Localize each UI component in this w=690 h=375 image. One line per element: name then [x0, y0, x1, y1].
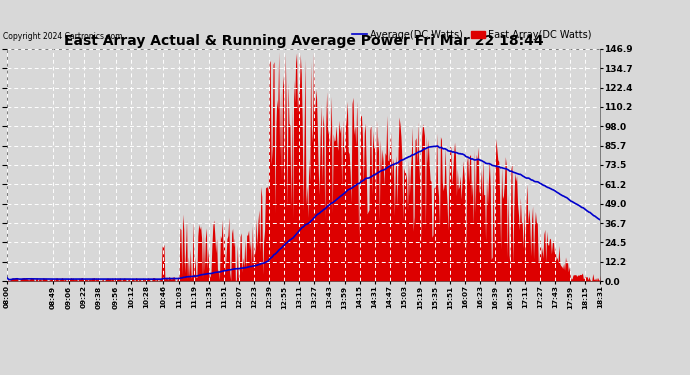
Legend: Average(DC Watts), East Array(DC Watts): Average(DC Watts), East Array(DC Watts) [348, 26, 595, 44]
Text: Copyright 2024 Cartronics.com: Copyright 2024 Cartronics.com [3, 32, 123, 41]
Title: East Array Actual & Running Average Power Fri Mar 22 18:44: East Array Actual & Running Average Powe… [63, 34, 544, 48]
